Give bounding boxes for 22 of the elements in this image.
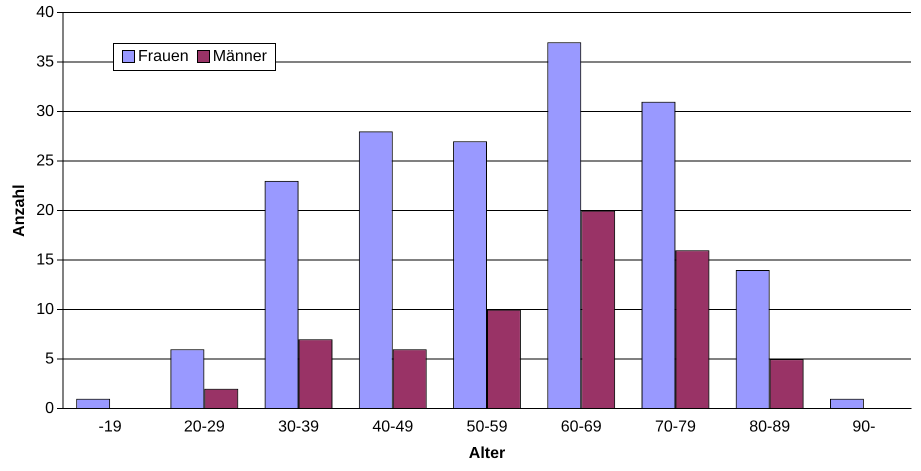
y-tick-label: 0 xyxy=(45,400,54,418)
y-tick-label: 35 xyxy=(36,54,54,71)
y-tick-label: 20 xyxy=(36,202,54,220)
y-tick-label: 15 xyxy=(36,252,54,269)
x-tick-label: 30-39 xyxy=(278,418,320,436)
y-axis-title: Anzahl xyxy=(11,184,28,237)
legend-label: Frauen xyxy=(138,48,189,66)
y-tick-label: 40 xyxy=(36,4,54,22)
x-tick-label: 50-59 xyxy=(466,418,508,436)
y-tick-label: 10 xyxy=(36,301,54,318)
x-tick-label: 40-49 xyxy=(372,418,414,436)
y-tick-label: 5 xyxy=(45,350,54,368)
x-axis-title: Alter xyxy=(468,444,506,462)
x-tick-label: 60-69 xyxy=(560,418,602,436)
x-tick-label: 20-29 xyxy=(184,418,225,436)
y-tick-label: 25 xyxy=(36,152,54,170)
x-tick-label: 90- xyxy=(852,418,876,436)
x-tick-label: 70-79 xyxy=(654,418,696,436)
x-tick-label: -19 xyxy=(98,418,122,436)
x-tick-label: 80-89 xyxy=(749,418,790,436)
y-tick-label: 30 xyxy=(36,103,54,120)
legend-label: Männer xyxy=(212,48,267,66)
